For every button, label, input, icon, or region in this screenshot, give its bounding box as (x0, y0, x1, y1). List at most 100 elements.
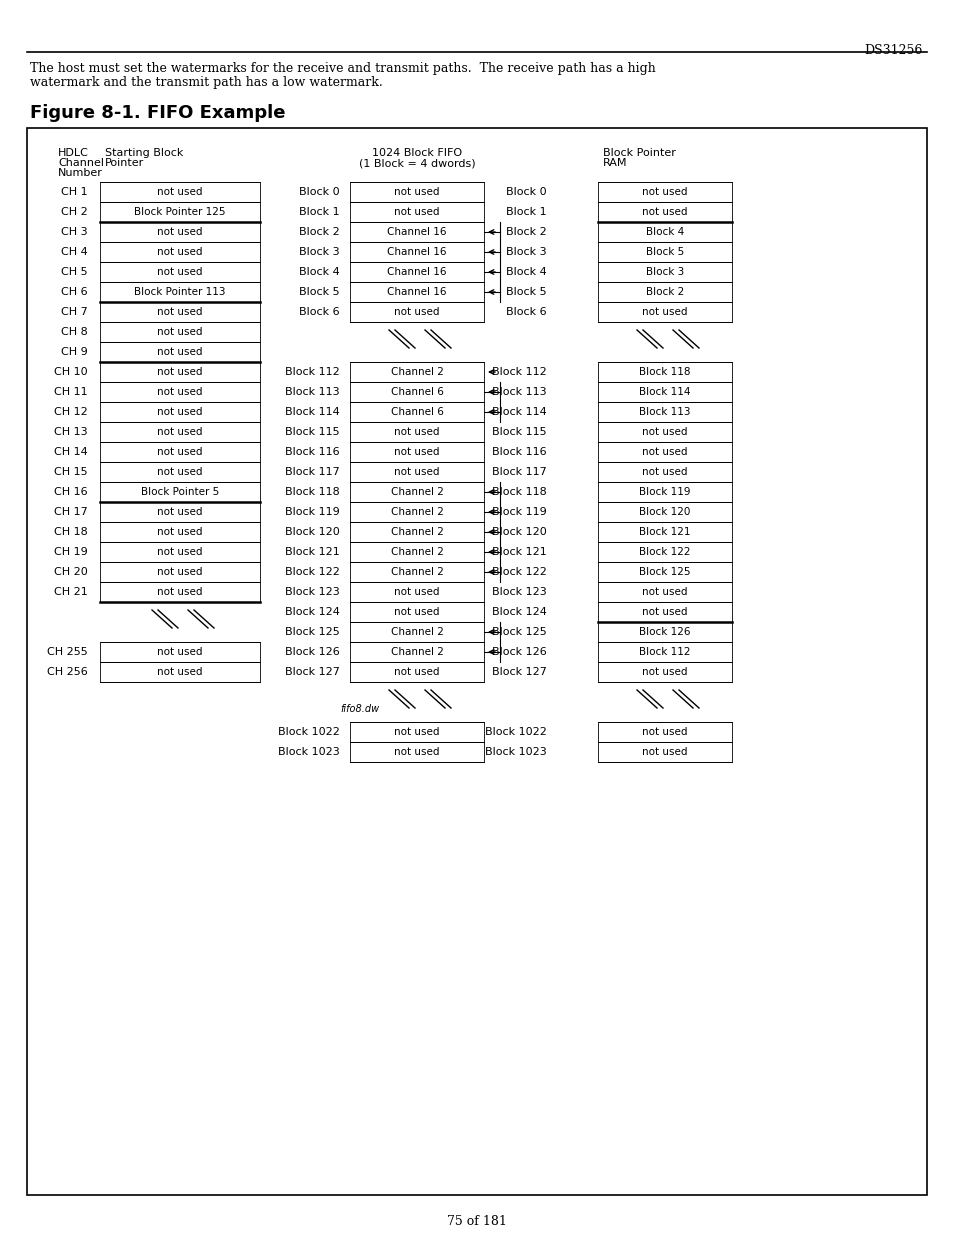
Text: not used: not used (157, 667, 203, 677)
Text: Channel 16: Channel 16 (387, 287, 446, 296)
Bar (598, 303, 731, 322)
Bar (598, 362, 731, 382)
Text: Channel 6: Channel 6 (390, 408, 443, 417)
Text: Block 114: Block 114 (285, 408, 339, 417)
Text: CH 3: CH 3 (61, 227, 88, 237)
Bar (598, 222, 731, 242)
Bar (598, 382, 731, 403)
Bar (350, 662, 483, 682)
Text: Block 113: Block 113 (639, 408, 690, 417)
Text: CH 13: CH 13 (54, 427, 88, 437)
Bar (350, 562, 483, 582)
Bar (598, 642, 731, 662)
Text: Block 112: Block 112 (285, 367, 339, 377)
Text: CH 256: CH 256 (48, 667, 88, 677)
Text: CH 16: CH 16 (54, 487, 88, 496)
Bar (100, 462, 260, 482)
Text: Block 112: Block 112 (639, 647, 690, 657)
Text: CH 20: CH 20 (54, 567, 88, 577)
Text: Block 126: Block 126 (285, 647, 339, 657)
Bar (350, 362, 483, 382)
Text: Block 125: Block 125 (639, 567, 690, 577)
Text: not used: not used (394, 606, 439, 618)
Text: Block 1: Block 1 (506, 207, 546, 217)
Text: Block 124: Block 124 (492, 606, 546, 618)
Text: Channel 6: Channel 6 (390, 387, 443, 396)
Text: CH 21: CH 21 (54, 587, 88, 597)
Text: CH 7: CH 7 (61, 308, 88, 317)
Bar (100, 242, 260, 262)
Bar (350, 203, 483, 222)
Text: not used: not used (157, 247, 203, 257)
Text: not used: not used (157, 327, 203, 337)
Bar (598, 262, 731, 282)
Bar (598, 722, 731, 742)
Text: not used: not used (157, 547, 203, 557)
Bar (100, 182, 260, 203)
Bar (350, 303, 483, 322)
Text: CH 18: CH 18 (54, 527, 88, 537)
Text: Block 124: Block 124 (285, 606, 339, 618)
Text: Block 125: Block 125 (285, 627, 339, 637)
Text: Channel 16: Channel 16 (387, 227, 446, 237)
Text: Block Pointer 125: Block Pointer 125 (134, 207, 226, 217)
Text: Block 1023: Block 1023 (485, 747, 546, 757)
Bar (350, 242, 483, 262)
Text: Block 126: Block 126 (639, 627, 690, 637)
Bar (100, 482, 260, 501)
Bar (598, 482, 731, 501)
Text: Block 121: Block 121 (492, 547, 546, 557)
Text: fifo8.dw: fifo8.dw (339, 704, 378, 714)
Text: not used: not used (157, 508, 203, 517)
Bar (598, 582, 731, 601)
Text: 1024 Block FIFO: 1024 Block FIFO (372, 148, 461, 158)
Text: CH 1: CH 1 (61, 186, 88, 198)
Text: Block 127: Block 127 (285, 667, 339, 677)
Text: CH 4: CH 4 (61, 247, 88, 257)
Bar (598, 403, 731, 422)
Text: Channel: Channel (58, 158, 104, 168)
Bar (350, 722, 483, 742)
Bar (350, 482, 483, 501)
Bar (350, 582, 483, 601)
Bar (350, 262, 483, 282)
Text: Block 122: Block 122 (285, 567, 339, 577)
Text: Block 127: Block 127 (492, 667, 546, 677)
Text: not used: not used (641, 207, 687, 217)
Bar (598, 662, 731, 682)
Text: Block 115: Block 115 (492, 427, 546, 437)
Text: not used: not used (157, 427, 203, 437)
Text: Block 123: Block 123 (492, 587, 546, 597)
Text: DS31256: DS31256 (863, 44, 923, 57)
Text: Block 118: Block 118 (639, 367, 690, 377)
Bar (598, 501, 731, 522)
Bar (100, 662, 260, 682)
Bar (350, 403, 483, 422)
Text: Channel 16: Channel 16 (387, 267, 446, 277)
Bar (350, 422, 483, 442)
Bar (100, 422, 260, 442)
Text: not used: not used (157, 227, 203, 237)
Text: not used: not used (641, 606, 687, 618)
Text: not used: not used (157, 567, 203, 577)
Text: Block 116: Block 116 (285, 447, 339, 457)
Bar (100, 542, 260, 562)
Bar (100, 203, 260, 222)
Bar (100, 442, 260, 462)
Text: Block 119: Block 119 (285, 508, 339, 517)
Text: not used: not used (641, 427, 687, 437)
Text: not used: not used (394, 186, 439, 198)
Text: not used: not used (394, 308, 439, 317)
Text: Block 120: Block 120 (492, 527, 546, 537)
Text: Channel 2: Channel 2 (390, 547, 443, 557)
Bar (598, 203, 731, 222)
Text: not used: not used (394, 747, 439, 757)
Bar (350, 642, 483, 662)
Text: Pointer: Pointer (105, 158, 144, 168)
Text: Block 6: Block 6 (299, 308, 339, 317)
Bar (100, 582, 260, 601)
Text: Block 123: Block 123 (285, 587, 339, 597)
Bar (598, 282, 731, 303)
Text: Block 2: Block 2 (506, 227, 546, 237)
Bar (350, 542, 483, 562)
